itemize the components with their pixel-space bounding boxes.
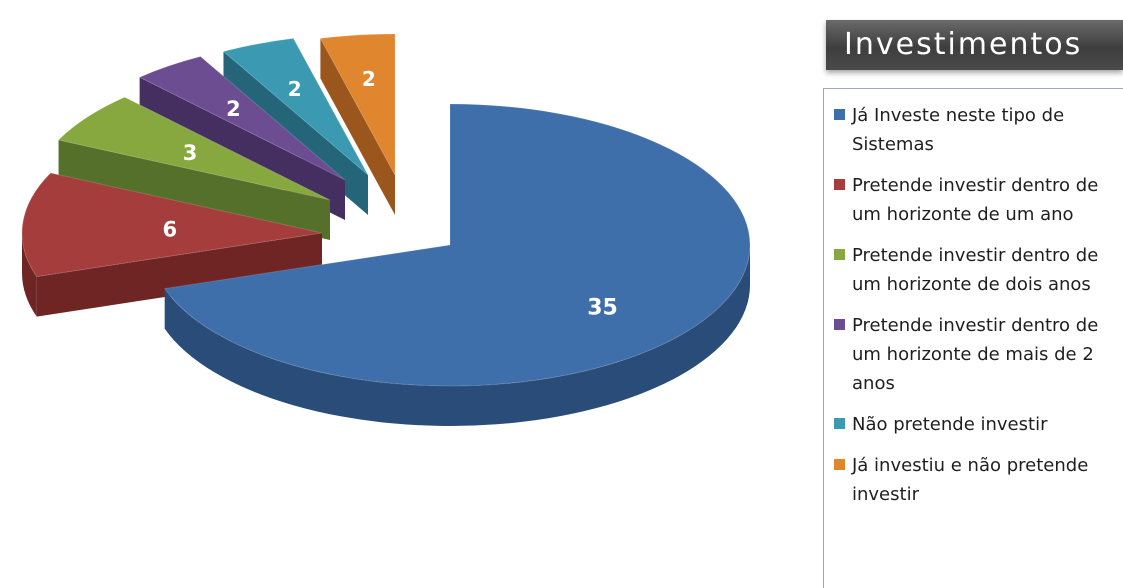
legend-item: Pretende investir dentro de um horizonte… — [834, 171, 1115, 229]
data-label: 2 — [362, 67, 376, 91]
legend: Já Investe neste tipo de Sistemas Pretend… — [823, 88, 1123, 588]
slice-top-face — [57, 96, 331, 201]
data-label: 2 — [226, 97, 241, 121]
data-label: 2 — [288, 77, 302, 101]
legend-label: Não pretende investir — [852, 414, 1048, 435]
legend-label: Já investiu e não pretende investir — [852, 455, 1089, 505]
slice-top-face — [21, 172, 323, 278]
pie-chart: 2 2 2 3 6 35 — [21, 33, 751, 426]
slice-cut-face — [36, 233, 322, 317]
data-label: 3 — [183, 141, 198, 165]
pie-layer: 2 2 2 3 6 35 — [21, 33, 751, 426]
legend-item: Já investiu e não pretende investir — [834, 451, 1115, 509]
data-label: 6 — [162, 217, 177, 241]
slice-side-wall — [22, 233, 37, 317]
legend-label: Pretende investir dentro de um horizonte… — [852, 245, 1099, 295]
data-label: 35 — [587, 296, 618, 321]
pie-slice-2: 6 — [21, 172, 323, 317]
slice-top-face — [222, 37, 369, 176]
legend-swatch — [834, 109, 845, 120]
legend-label: Pretende investir dentro de um horizonte… — [852, 175, 1099, 225]
pie-slice-6: 2 — [319, 33, 396, 215]
legend-item: Pretende investir dentro de um horizonte… — [834, 311, 1115, 398]
slice-side-wall — [164, 245, 750, 426]
legend-item: Pretende investir dentro de um horizonte… — [834, 241, 1115, 299]
legend-swatch — [834, 459, 845, 470]
legend-title: Investimentos — [826, 20, 1123, 70]
legend-swatch — [834, 418, 845, 429]
slice-top-face — [163, 103, 751, 387]
legend-label: Pretende investir dentro de um horizonte… — [852, 315, 1099, 394]
legend-swatch — [834, 249, 845, 260]
slice-top-face — [319, 33, 396, 176]
legend-item: Não pretende investir — [834, 410, 1115, 439]
slice-top-face — [138, 55, 346, 181]
legend-item: Já Investe neste tipo de Sistemas — [834, 101, 1115, 159]
legend-label: Já Investe neste tipo de Sistemas — [852, 105, 1065, 155]
legend-swatch — [834, 319, 845, 330]
legend-swatch — [834, 179, 845, 190]
pie-slice-1: 35 — [163, 103, 751, 426]
pie-slice-3: 3 — [57, 96, 331, 240]
slice-cut-face — [58, 139, 331, 240]
slice-cut-face — [320, 38, 395, 215]
